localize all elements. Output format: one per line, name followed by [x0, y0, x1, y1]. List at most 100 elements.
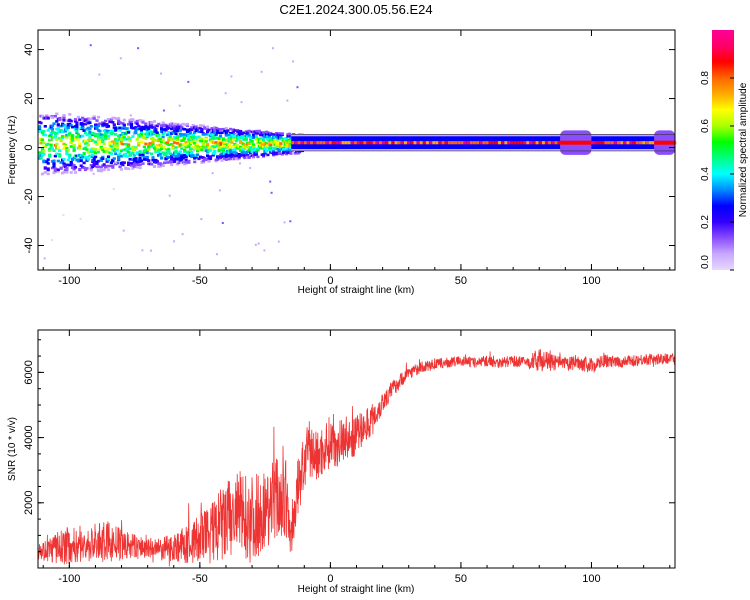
spectrogram-ridge-cell: [338, 141, 342, 145]
spectrogram-cell: [138, 150, 142, 153]
spectrogram-cell: [86, 158, 90, 161]
spectrogram-cell: [121, 142, 125, 146]
spectrogram-cell: [155, 124, 159, 128]
spectrogram-cell: [55, 112, 59, 116]
spectrogram-cell: [173, 141, 177, 144]
spectrogram-ridge-cell: [306, 141, 310, 145]
spectrogram-ridge-cell: [610, 141, 614, 145]
spectrogram-cell: [82, 129, 86, 132]
spectrogram-cell: [99, 136, 103, 139]
spectrogram-cell: [135, 151, 139, 154]
spectrogram-cell: [216, 131, 220, 134]
spectrogram-cell: [99, 133, 103, 137]
spectrogram-cell: [193, 131, 197, 134]
spectrogram-cell: [226, 153, 230, 156]
spectrogram-ridge-cell: [639, 141, 642, 145]
spectrogram-cell: [79, 164, 83, 167]
spectrogram-cell: [187, 129, 191, 133]
spectrogram-cell: [273, 139, 277, 142]
spectrogram-cell: [132, 165, 136, 168]
spectrogram-cell: [141, 121, 145, 124]
spectrogram-cell: [76, 158, 80, 161]
spectrogram-cell: [183, 128, 187, 131]
spectrogram-cell: [48, 155, 52, 158]
spectrogram-cell: [187, 161, 191, 164]
spectrogram-cell: [125, 147, 129, 150]
spectrogram-cell: [213, 152, 217, 155]
colorbar-tick-label: 0.2: [700, 215, 711, 229]
spectrogram-cell: [207, 146, 211, 149]
spectrogram-cell: [254, 138, 258, 141]
spectrogram-cell: [241, 145, 246, 148]
spectrogram-cell: [141, 119, 145, 123]
spectrogram-cell: [106, 125, 111, 128]
spectrogram-cell: [39, 121, 43, 125]
spectrogram-cell: [109, 129, 113, 133]
spectrogram-cell: [96, 150, 101, 154]
spectrogram-cell: [239, 149, 243, 152]
spectrogram-cell: [55, 138, 59, 141]
spectrogram-cell: [89, 168, 93, 172]
spectrogram-cell: [94, 151, 98, 155]
spectrogram-ridge-cell: [648, 141, 652, 145]
spectrogram-cell: [183, 148, 187, 152]
spectrogram-cell: [69, 124, 73, 127]
spectrogram-cell: [226, 133, 230, 137]
spectrogram-cell: [194, 155, 198, 159]
spectrogram-ridge-cell: [620, 141, 624, 145]
spectrogram-ridge-cell: [595, 141, 599, 145]
spectrogram-cell: [223, 144, 227, 148]
spectrogram-cell: [59, 166, 63, 170]
colorbar-tick-label: 0.6: [700, 119, 711, 133]
spectrogram-cell: [170, 155, 174, 158]
spectrogram-cell: [233, 129, 237, 132]
spectrogram-y-tick-label: -20: [23, 189, 35, 205]
spectrogram-cell: [145, 149, 149, 153]
spectrogram-cell: [148, 142, 152, 145]
spectrogram-ridge-cell: [551, 141, 555, 145]
spectrogram-cell: [173, 129, 177, 132]
spectrogram-cell: [76, 133, 80, 136]
spectrogram-cell: [125, 137, 129, 141]
spectrogram-cell: [251, 143, 256, 146]
spectrogram-cell: [237, 156, 241, 160]
spectrogram-cell: [234, 151, 238, 155]
spectrogram-cell: [83, 146, 88, 150]
spectrogram-cell: [243, 157, 246, 160]
spectrogram-x-tick-label: 50: [455, 275, 467, 287]
spectrogram-cell: [112, 188, 115, 191]
spectrogram-cell: [207, 128, 211, 132]
spectrogram-cell: [39, 129, 43, 133]
spectrogram-cell: [128, 147, 132, 151]
spectrogram-ridge-cell: [438, 141, 442, 145]
spectrogram-cell: [71, 138, 75, 141]
spectrogram-cell: [111, 121, 115, 124]
spectrogram-cell: [65, 136, 69, 139]
spectrogram-ridge-cell: [592, 141, 595, 145]
spectrogram-cell: [117, 155, 121, 159]
spectrogram-cell: [195, 145, 200, 148]
snr-series-line: [37, 349, 676, 567]
spectrogram-cell: [128, 139, 132, 143]
spectrogram-cell: [96, 115, 101, 119]
spectrogram-cell: [42, 152, 46, 156]
spectrogram-cell: [73, 120, 78, 123]
spectrogram-cell: [65, 166, 69, 170]
spectrogram-cell: [105, 129, 109, 133]
spectrogram-cell: [167, 139, 171, 142]
spectrogram-ridge-cell: [498, 141, 501, 145]
spectrogram-cell: [95, 132, 99, 136]
spectrogram-ridge-cell: [642, 141, 646, 145]
spectrogram-cell: [58, 155, 62, 158]
spectrogram-cell: [201, 142, 205, 145]
spectrogram-cell: [240, 135, 244, 138]
spectrogram-y-axis-label: Frequency (Hz): [7, 116, 18, 185]
spectrogram-ridge-cell: [617, 141, 620, 145]
spectrogram-cell: [109, 161, 113, 164]
spectrogram-cell: [40, 172, 45, 176]
spectrogram-cell: [117, 119, 121, 123]
spectrogram-cell: [147, 145, 151, 148]
spectrogram-ridge-cell: [519, 141, 523, 145]
spectrogram-cell: [161, 135, 165, 139]
spectrogram-cell: [197, 135, 201, 139]
